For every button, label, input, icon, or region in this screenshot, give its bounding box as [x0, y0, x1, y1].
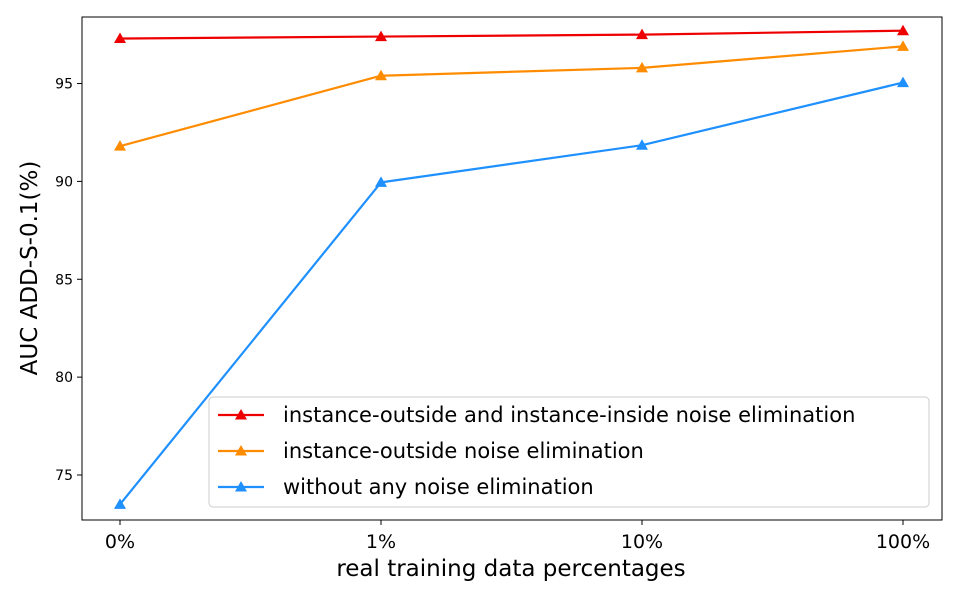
series-line [119, 29, 904, 40]
y-tick-label: 90 [55, 174, 73, 190]
y-tick-label: 95 [55, 77, 73, 93]
series-line [119, 45, 904, 148]
legend-entry: instance-outside noise elimination [218, 439, 644, 463]
data-point-marker [636, 139, 648, 150]
y-axis-title: AUC ADD-S-0.1(%) [17, 161, 43, 376]
x-tick-label: 0% [105, 531, 135, 553]
legend-marker [235, 409, 247, 420]
series-1 [114, 24, 909, 44]
y-tick-label: 75 [55, 468, 73, 484]
y-tick-label: 85 [55, 272, 73, 288]
data-point-marker [897, 40, 909, 51]
data-point-marker [114, 140, 126, 151]
data-point-marker [375, 176, 387, 187]
x-axis-title: real training data percentages [336, 556, 685, 582]
legend: instance-outside and instance-inside noi… [208, 396, 930, 508]
legend-entry: without any noise elimination [218, 475, 594, 499]
series-line [119, 81, 904, 506]
legend-marker [235, 481, 247, 492]
data-point-marker [114, 32, 126, 44]
x-tick-label: 100% [876, 531, 930, 553]
series-2 [114, 40, 909, 151]
legend-label: instance-outside and instance-inside noi… [283, 403, 855, 427]
legend-label: instance-outside noise elimination [283, 439, 644, 463]
legend-label: without any noise elimination [283, 475, 594, 499]
data-point-marker [375, 69, 387, 81]
x-tick-label: 1% [366, 531, 396, 553]
data-point-marker [897, 24, 909, 36]
data-point-marker [114, 498, 126, 509]
legend-marker [235, 445, 247, 456]
x-axis: 0% 1% 10% 100% [105, 520, 930, 553]
y-axis: 75 80 85 90 95 [55, 77, 82, 484]
y-tick-label: 80 [55, 370, 73, 386]
data-point-marker [636, 28, 648, 40]
legend-box [208, 396, 930, 508]
data-point-marker [375, 30, 387, 42]
series-3 [114, 76, 909, 509]
legend-entry: instance-outside and instance-inside noi… [218, 403, 855, 427]
data-point-marker [897, 76, 909, 88]
x-tick-label: 10% [621, 531, 663, 553]
data-point-marker [636, 61, 648, 73]
series-layer [114, 24, 909, 509]
